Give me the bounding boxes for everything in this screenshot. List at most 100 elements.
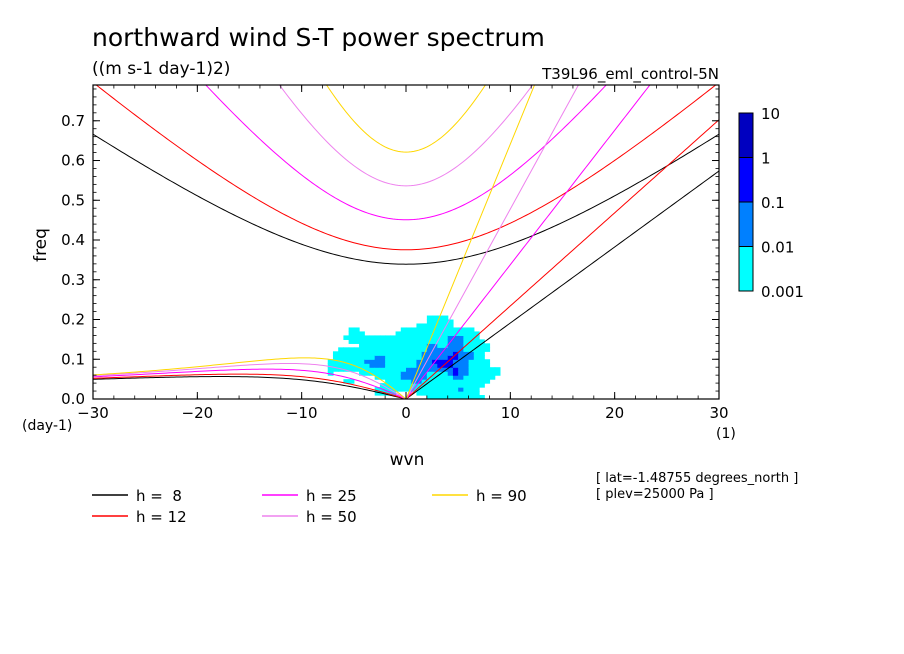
spectrum-cell [426,327,433,333]
spectrum-cell [463,331,470,336]
spectrum-cell [390,371,397,376]
spectrum-cell [463,347,470,352]
spectrum-cell [452,339,459,344]
spectrum-cell [379,343,386,348]
spectrum-cell [473,375,480,380]
spectrum-cell [374,335,381,340]
spectrum-cell [468,379,475,384]
spectrum-cell [359,351,365,356]
spectrum-cell [473,331,480,336]
spectrum-cell [406,327,412,333]
spectrum-cell [385,339,391,344]
spectrum-cell [484,375,491,380]
spectrum-cell [473,351,480,356]
spectrum-cell [463,387,470,392]
spectrum-cell [359,367,365,372]
spectrum-cell [353,335,360,340]
spectrum-cell [447,343,454,348]
spectrum-cell [385,363,391,368]
spectrum-cell [353,363,360,368]
spectrum-cell [452,363,459,368]
spectrum-cell [458,375,464,380]
spectrum-cell [364,359,371,364]
x-tick-label: 0 [401,404,411,422]
spectrum-cell [432,351,438,356]
inertio-gravity-curve-h12 [95,85,717,251]
annotation-lat: [ lat=-1.48755 degrees_north ] [596,471,798,486]
spectrum-cell [369,343,376,348]
spectrum-cell [379,355,386,360]
spectrum-cell [463,395,470,399]
spectrum-cell [479,371,485,376]
spectrum-cell [421,375,428,380]
spectrum-cell [468,371,475,376]
spectrum-cell [390,335,397,340]
spectrum-cell [359,331,365,336]
spectrum-cell [473,395,480,399]
spectrum-cell [479,363,485,368]
spectrum-cell [463,367,470,372]
spectrum-cell [489,375,496,380]
spectrum-cell [437,343,444,348]
y-tick-label: 0.3 [61,271,85,289]
spectrum-cell [421,359,428,364]
spectrum-cell [447,319,454,325]
spectrum-cell [406,387,412,392]
spectrum-cell [447,323,454,329]
spectrum-cell [385,379,391,384]
spectrum-cell [395,355,402,360]
x-axis-label: wvn [390,450,425,470]
spectrum-cell [484,367,491,372]
spectrum-cell [452,331,459,336]
spectrum-cell [369,351,376,356]
colorbar-label: 1 [761,150,771,168]
spectrum-cell [390,363,397,368]
spectrum-cell [332,355,339,360]
rossby-curve-h50 [93,362,407,399]
spectrum-cell [411,331,418,336]
spectrum-cell [432,379,438,384]
spectrum-cell [452,347,459,352]
spectrum-cell [432,391,438,396]
spectrum-cell [348,331,355,336]
spectrum-cell [348,347,355,352]
spectrum-cell [473,383,480,388]
axis-ticks: −30 −20 −10 0 10 20 30 0.0 0.1 0.2 0.3 0.4 0.5 0.6 0.7 [61,85,729,422]
kelvin-curve-h8 [405,170,719,399]
spectrum-cell [426,383,433,388]
spectrum-cell [473,379,480,384]
x-tick-label: 20 [605,404,624,422]
spectrum-cell [452,375,459,380]
spectrum-cell [421,331,428,336]
spectrum-cell [468,347,475,352]
spectrum-cell [484,359,491,364]
spectrum-cell [374,347,381,352]
spectrum-cell [442,359,449,364]
spectrum-cell [395,339,402,344]
spectrum-cell [379,335,386,340]
spectrum-cell [473,363,480,368]
spectrum-cell [327,359,334,364]
spectrum-cell [463,379,470,384]
legend-label: h = 12 [136,508,187,526]
spectrum-cell [400,375,407,380]
spectrum-cell [447,375,454,380]
spectrum-cell [390,375,397,380]
spectrum-cell [442,379,449,384]
spectrum-cell [458,327,464,333]
spectrum-cell [385,347,391,352]
spectrum-cell [348,339,355,344]
spectrum-cell [432,347,438,352]
spectrum-cell [463,375,470,380]
spectrum-cell [369,363,376,368]
spectrum-cell [369,347,376,352]
inertio-gravity-curve-h50 [278,85,534,187]
spectrum-cell [369,359,376,364]
spectrum-cell [437,379,444,384]
spectrum-cell [343,335,350,340]
spectrum-cell [374,363,381,368]
spectrum-cell [421,335,428,340]
spectrum-cell [374,371,381,376]
spectrum-cell [416,351,423,356]
spectrum-cell [437,351,444,356]
